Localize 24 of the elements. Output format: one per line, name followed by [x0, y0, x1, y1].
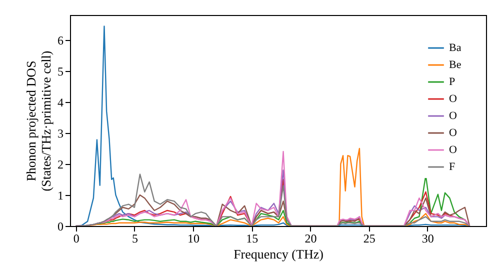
y-tick-label: 6 [58, 33, 64, 48]
legend-label: O [449, 144, 457, 156]
legend-label: F [449, 161, 456, 173]
legend-label: P [449, 76, 456, 88]
y-tick-label: 0 [58, 220, 64, 234]
legend-label: O [449, 127, 457, 139]
x-tick-label: 30 [422, 232, 434, 246]
legend-label: O [449, 93, 457, 105]
y-tick-label: 3 [58, 126, 64, 140]
legend-label: O [449, 110, 457, 122]
y-tick-label: 2 [58, 157, 64, 172]
y-axis-title: Phonon projected DOS (States/THz·primitive cell) [24, 50, 54, 192]
y-tick-label: 5 [58, 64, 64, 78]
y-tick-label: 1 [58, 188, 64, 202]
x-tick-label: 5 [132, 232, 138, 246]
x-tick-label: 15 [246, 232, 258, 246]
x-tick-label: 20 [304, 232, 317, 246]
y-tick-label: 4 [58, 95, 64, 110]
x-tick-label: 0 [73, 232, 80, 246]
legend-label: Be [449, 59, 462, 71]
legend-label: Ba [449, 42, 462, 54]
x-tick-label: 25 [363, 232, 376, 246]
x-tick-label: 10 [188, 232, 200, 246]
x-axis-title: Frequency (THz) [234, 246, 324, 262]
